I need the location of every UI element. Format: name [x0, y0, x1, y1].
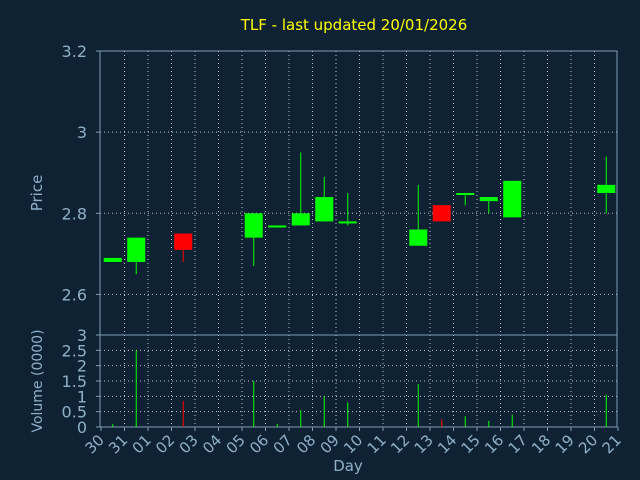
candle-body — [409, 229, 428, 246]
volume-y-ticks: 00.511.522.53 — [62, 326, 100, 437]
volume-bar — [276, 423, 278, 427]
price-grid — [100, 51, 617, 335]
price-axis-label: Price — [28, 175, 46, 212]
candle-body — [338, 221, 357, 224]
candle-body — [127, 237, 146, 262]
price-y-tick-label: 2.6 — [62, 285, 87, 304]
volume-axis-label: Volume (0000) — [30, 329, 46, 432]
candle-body — [597, 184, 616, 193]
volume-bar — [300, 410, 302, 427]
volume-bars — [112, 350, 607, 427]
price-y-tick-label: 3 — [77, 123, 87, 142]
volume-y-tick-label: 2 — [77, 357, 87, 376]
candle-body — [315, 197, 334, 222]
candle-body — [291, 213, 310, 226]
volume-bar — [488, 420, 490, 427]
candles — [103, 152, 616, 275]
volume-bar — [253, 381, 255, 427]
volume-grid — [100, 335, 617, 427]
candle-body — [479, 197, 498, 202]
price-y-tick-label: 2.8 — [62, 204, 87, 223]
volume-bar — [323, 396, 325, 427]
candle-body — [244, 213, 263, 238]
candle-body — [432, 205, 451, 222]
candle-body — [456, 193, 475, 196]
volume-y-tick-label: 2.5 — [62, 341, 87, 360]
x-axis-label: Day — [333, 457, 363, 475]
candle-body — [103, 257, 122, 262]
chart-title: TLF - last updated 20/01/2026 — [240, 16, 468, 34]
volume-bar — [112, 423, 114, 427]
volume-bar — [135, 350, 137, 427]
volume-y-tick-label: 0 — [77, 418, 87, 437]
volume-bar — [464, 416, 466, 427]
volume-bar — [511, 414, 513, 427]
volume-bar — [605, 394, 607, 427]
volume-bar — [441, 419, 443, 427]
volume-y-tick-label: 1.5 — [62, 372, 87, 391]
volume-y-tick-label: 0.5 — [62, 403, 87, 422]
volume-y-tick-label: 3 — [77, 326, 87, 345]
volume-bar — [182, 400, 184, 427]
volume-bar — [417, 384, 419, 427]
volume-bar — [347, 402, 349, 427]
candle-body — [268, 225, 287, 228]
candle-body — [503, 180, 522, 218]
volume-y-tick-label: 1 — [77, 387, 87, 406]
price-y-tick-label: 3.2 — [62, 42, 87, 61]
price-y-ticks: 2.6 2.8 3 3.2 — [62, 42, 100, 304]
candle-body — [174, 233, 193, 250]
